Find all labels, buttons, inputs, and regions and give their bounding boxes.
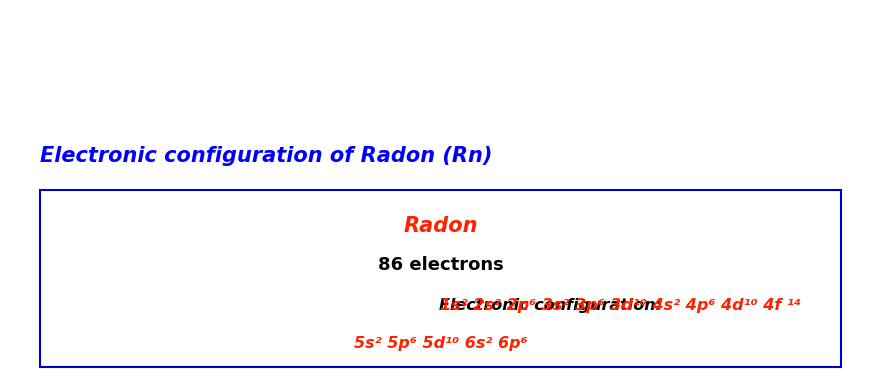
Text: Electronic configuration:: Electronic configuration: (439, 298, 667, 313)
Text: 5s² 5p⁶ 5d¹⁰ 6s² 6p⁶: 5s² 5p⁶ 5d¹⁰ 6s² 6p⁶ (353, 336, 527, 351)
Text: 86 electrons: 86 electrons (377, 256, 503, 274)
FancyBboxPatch shape (40, 190, 840, 367)
Text: Radon: Radon (403, 216, 477, 236)
Text: Electronic configuration of Radon (Rn): Electronic configuration of Radon (Rn) (40, 146, 492, 166)
Text: 1s² 2s² 2p⁶ 3s² 3p⁶ 3d¹⁰ 4s² 4p⁶ 4d¹⁰ 4f ¹⁴: 1s² 2s² 2p⁶ 3s² 3p⁶ 3d¹⁰ 4s² 4p⁶ 4d¹⁰ 4f… (440, 298, 801, 313)
